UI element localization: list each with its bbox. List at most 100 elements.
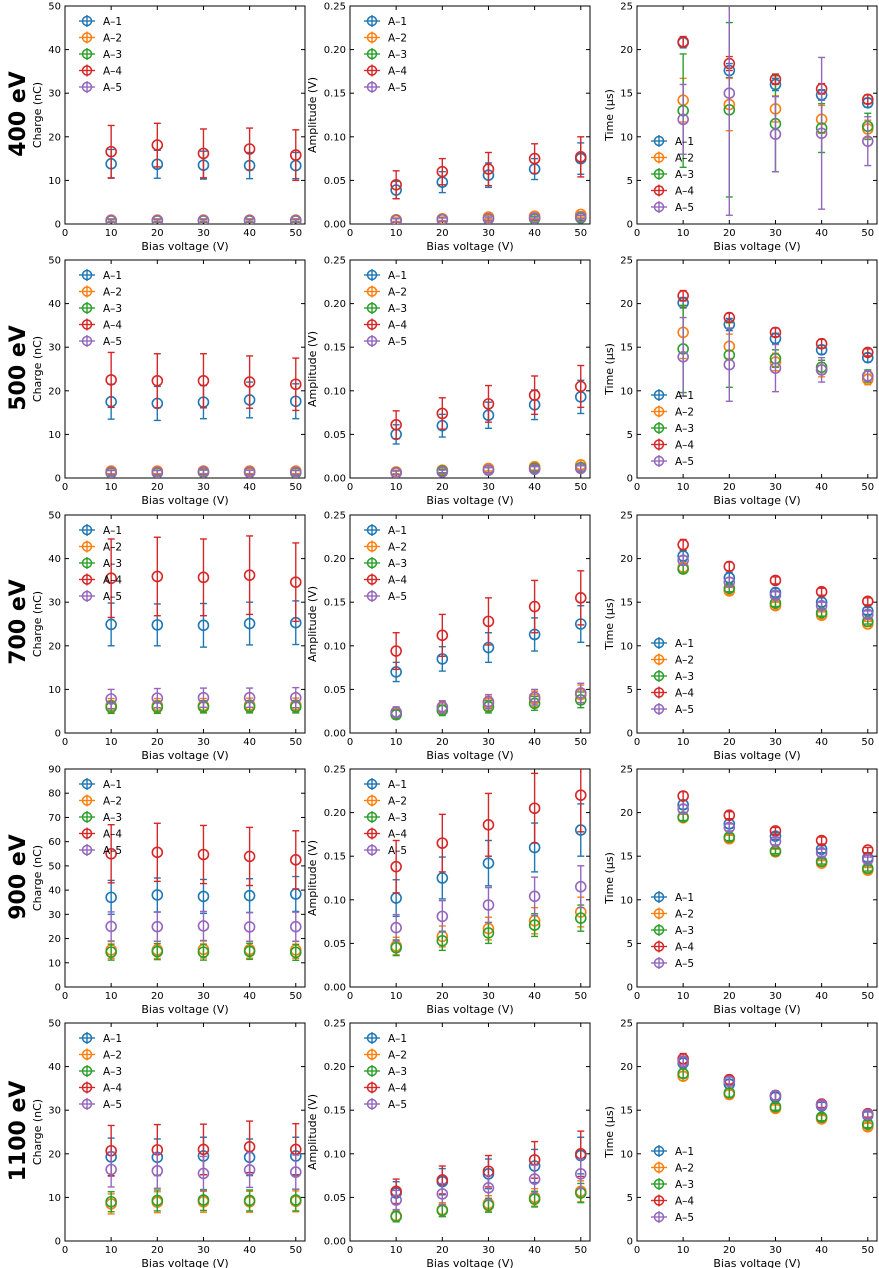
x-tick-label: 50 <box>574 482 587 493</box>
legend-marker <box>366 828 378 839</box>
legend-marker <box>81 1098 93 1110</box>
legend-marker <box>81 1049 93 1060</box>
legend-marker <box>653 406 665 417</box>
legend-marker <box>81 319 93 330</box>
legend-label: A–3 <box>103 303 122 315</box>
data-point <box>390 860 402 873</box>
legend-marker <box>366 302 378 314</box>
y-tick-label: 10 <box>48 430 61 441</box>
legend-label: A–5 <box>675 1212 694 1224</box>
x-tick-label: 40 <box>815 1245 828 1256</box>
panel-9: 0 10 20 30 40 50 0 5 10 15 20 25 Bias voltage (V) Tim… <box>603 511 878 762</box>
series-group <box>390 570 587 721</box>
data-point <box>197 374 210 387</box>
y-tick-label: 20 <box>48 132 61 143</box>
y-tick-label: 0.25 <box>324 256 346 267</box>
data-point <box>436 837 449 849</box>
data-point <box>436 701 449 713</box>
legend-label: A–4 <box>388 320 407 332</box>
legend-marker <box>81 1082 93 1093</box>
data-point <box>769 835 782 848</box>
y-tick-label: 10 <box>48 176 61 187</box>
x-axis-label: Bias voltage (V) <box>426 749 513 762</box>
x-tick-label: 30 <box>197 482 210 493</box>
data-point <box>197 214 210 224</box>
x-tick-label: 10 <box>677 1245 690 1256</box>
data-point <box>289 854 302 866</box>
y-tick-label: 0.15 <box>324 598 346 609</box>
data-point <box>390 466 402 478</box>
x-tick-label: 50 <box>574 737 587 748</box>
data-point <box>528 463 541 476</box>
data-point <box>723 809 736 822</box>
data-point <box>105 920 117 933</box>
y-tick-label: 25 <box>620 256 633 267</box>
data-point <box>197 890 210 903</box>
legend: A–1 A–2 A–3 A–4 A–5 <box>364 15 407 94</box>
data-point <box>151 374 164 387</box>
legend-label: A–2 <box>103 287 122 299</box>
series-group <box>105 351 302 478</box>
data-point <box>482 398 495 410</box>
legend-marker <box>366 32 378 43</box>
data-point <box>105 1163 117 1176</box>
x-tick-label: 50 <box>861 228 874 239</box>
data-point <box>151 1165 164 1177</box>
legend-marker <box>653 1211 665 1223</box>
legend-marker <box>653 891 665 903</box>
legend-marker <box>653 422 665 434</box>
legend-marker <box>366 286 378 297</box>
data-point <box>482 1182 495 1194</box>
data-point <box>861 862 874 875</box>
x-axis-label: Bias voltage (V) <box>713 1003 800 1016</box>
legend-marker <box>81 1032 93 1044</box>
y-tick-label: 0.00 <box>324 474 346 485</box>
legend-marker <box>366 574 378 585</box>
legend-marker <box>81 81 93 93</box>
y-axis-label: Amplitude (V) <box>306 331 319 407</box>
data-point <box>197 466 210 478</box>
legend-marker <box>653 439 665 450</box>
y-tick-label: 0.20 <box>324 1062 346 1073</box>
data-point <box>243 376 256 388</box>
legend-marker <box>653 957 665 969</box>
data-point <box>243 945 256 958</box>
panel-12: 0 10 20 30 40 50 0 5 10 15 20 25 Bias voltage (V) Tim… <box>603 765 878 1016</box>
y-axis-label: Charge (nC) <box>31 336 44 402</box>
legend-marker <box>653 455 665 467</box>
panel-15: 0 10 20 30 40 50 0 5 10 15 20 25 Bias voltage (V) Tim… <box>603 1019 878 1268</box>
legend-label: A–2 <box>675 655 694 667</box>
legend-marker <box>653 1195 665 1206</box>
panel-8: 0 10 20 30 40 50 0.00 0.05 0.10 0.15 0.20 0.25 Bias … <box>306 511 591 762</box>
x-tick-label: 20 <box>436 991 449 1002</box>
y-tick-label: 50 <box>48 256 61 267</box>
panel-2: 0 10 20 30 40 50 0.00 0.05 0.10 0.15 0.20 0.25 Bias … <box>306 2 591 253</box>
data-point <box>243 214 256 224</box>
x-axis-label: Bias voltage (V) <box>141 494 228 507</box>
data-point <box>289 1194 302 1206</box>
panels-group: 0 10 20 30 40 50 0 10 20 30 40 50 Bias voltage (V) Ch… <box>31 2 878 1268</box>
data-point <box>482 857 495 869</box>
legend-marker <box>81 778 93 790</box>
data-point <box>769 73 782 86</box>
y-tick-label: 10 <box>48 1193 61 1204</box>
y-tick-label: 0 <box>55 220 61 231</box>
series-group <box>677 538 874 630</box>
x-tick-label: 0 <box>634 737 640 748</box>
data-point <box>243 569 256 581</box>
data-point <box>528 1193 541 1205</box>
y-tick-label: 20 <box>620 45 633 56</box>
legend-marker <box>81 524 93 536</box>
data-point <box>861 346 874 359</box>
y-tick-label: 5 <box>627 939 633 950</box>
legend-marker <box>81 302 93 314</box>
data-point <box>289 576 302 588</box>
x-axis-label: Bias voltage (V) <box>141 749 228 762</box>
x-axis-label: Bias voltage (V) <box>141 1257 228 1268</box>
x-tick-label: 30 <box>482 991 495 1002</box>
data-point <box>390 419 402 431</box>
x-tick-label: 30 <box>769 991 782 1002</box>
legend: A–1 A–2 A–3 A–4 A–5 <box>364 269 407 348</box>
x-tick-label: 40 <box>243 482 256 493</box>
